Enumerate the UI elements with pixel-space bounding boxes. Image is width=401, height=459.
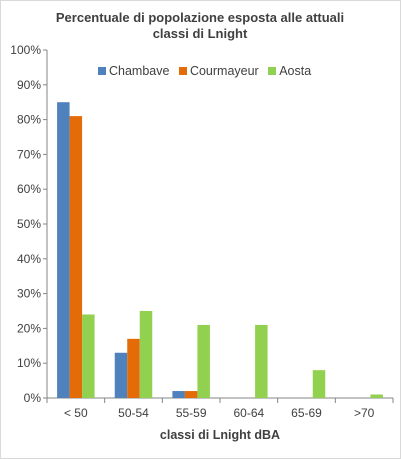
x-tick-label: >70 <box>354 406 375 420</box>
y-tick-label: 40% <box>17 252 41 266</box>
bar-chambave-0 <box>57 102 70 398</box>
y-tick-label: 60% <box>17 182 41 196</box>
legend-item-aosta: Aosta <box>268 64 311 78</box>
bar-aosta-4 <box>312 370 326 398</box>
legend-label-courmayeur: Courmayeur <box>189 64 259 78</box>
bar-courmayeur-0 <box>69 116 83 399</box>
y-tick-label: 70% <box>17 147 41 161</box>
x-axis-title: classi di Lnight dBA <box>159 428 281 442</box>
bar-aosta-2 <box>197 324 210 398</box>
bar-chambave-1 <box>114 352 128 398</box>
chart-title-line-1: Percentuale di popolazione esposta alle … <box>55 10 345 25</box>
bar-aosta-3 <box>255 324 268 398</box>
legend-item-courmayeur: Courmayeur <box>178 64 259 78</box>
y-tick-label: 100% <box>10 43 41 57</box>
legend-label-aosta: Aosta <box>279 64 312 78</box>
x-tick-label: 65-69 <box>291 406 322 420</box>
bar-courmayeur-1 <box>127 338 140 398</box>
legend-swatch-chambave <box>98 67 106 75</box>
y-tick-label: 0% <box>24 391 42 405</box>
legend-swatch-aosta <box>268 67 277 75</box>
y-tick-label: 80% <box>17 113 41 127</box>
chart-title: Percentuale di popolazione esposta alle … <box>40 10 360 42</box>
y-tick-label: 20% <box>17 321 41 335</box>
legend-label-chambave: Chambave <box>109 64 170 78</box>
bar-courmayeur-2 <box>184 391 198 398</box>
y-tick-label: 30% <box>17 287 41 301</box>
bar-aosta-5 <box>370 394 383 398</box>
bar-chambave-2 <box>172 391 185 398</box>
x-tick-label: 55-59 <box>176 406 207 420</box>
legend-item-chambave: Chambave <box>98 64 169 78</box>
x-tick-label: 50-54 <box>118 406 149 420</box>
y-tick-label: 50% <box>17 217 41 231</box>
chart-legend: Chambave Courmayeur Aosta <box>98 64 317 78</box>
y-tick-label: 90% <box>17 78 41 92</box>
x-tick-label: 60-64 <box>233 406 264 420</box>
legend-swatch-courmayeur <box>178 67 187 75</box>
chart-title-line-2: classi di Lnight <box>152 26 248 41</box>
bar-aosta-1 <box>139 311 153 398</box>
bar-aosta-0 <box>82 314 95 398</box>
y-tick-label: 10% <box>17 356 41 370</box>
x-tick-label: < 50 <box>64 406 88 420</box>
